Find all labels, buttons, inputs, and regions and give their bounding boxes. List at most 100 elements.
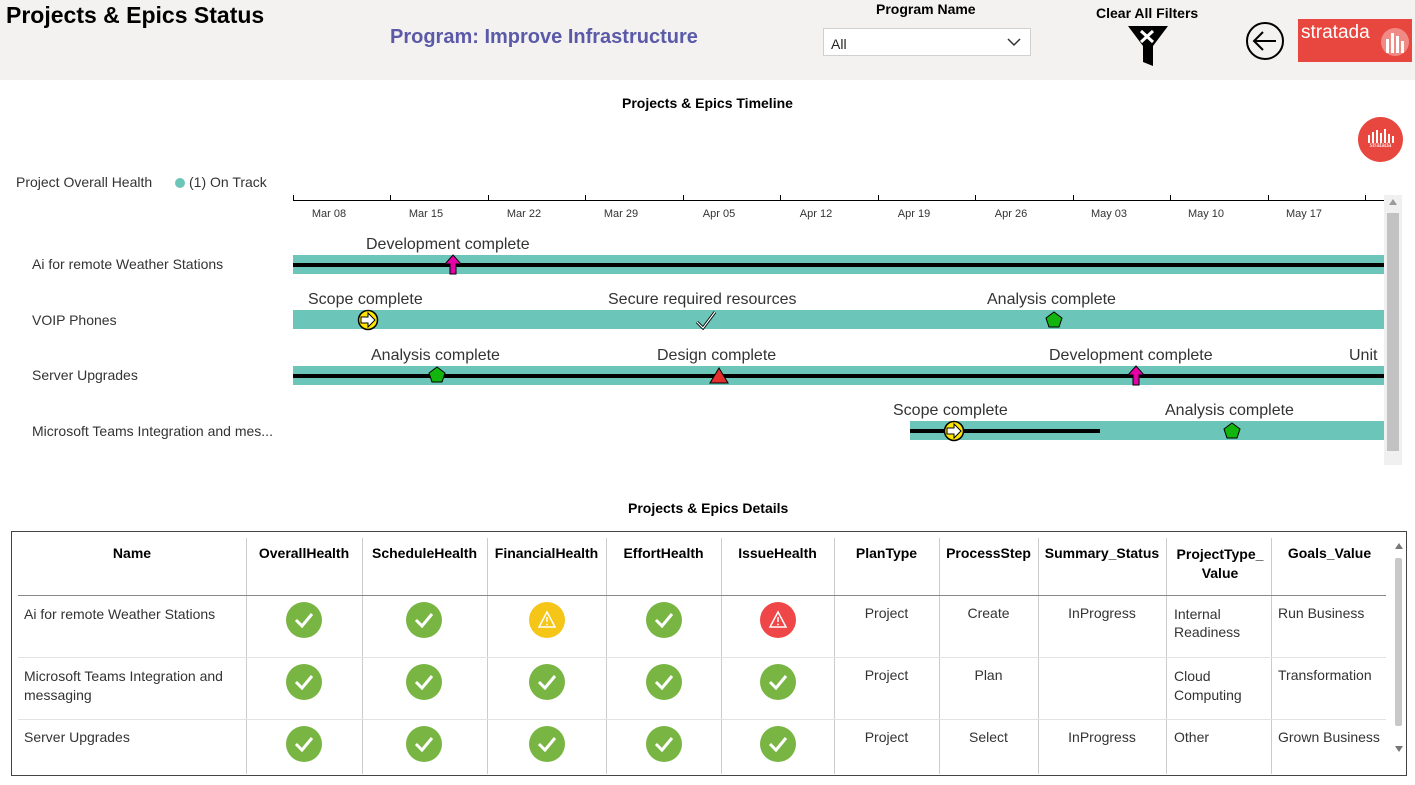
axis-tick	[1073, 195, 1074, 201]
program-name-dropdown[interactable]: All	[823, 28, 1031, 56]
green-check-icon	[529, 726, 565, 762]
magenta-arrow-up-icon[interactable]	[1127, 365, 1145, 386]
green-check-icon	[286, 726, 322, 762]
scroll-thumb[interactable]	[1395, 558, 1402, 726]
column-header-project-type[interactable]: ProjectType_ Value	[1176, 546, 1264, 581]
green-check-icon	[760, 664, 796, 700]
axis-tick	[585, 195, 586, 201]
legend-item-on-track[interactable]: (1) On Track	[189, 174, 267, 190]
scroll-down-icon[interactable]	[1395, 746, 1403, 752]
green-check-icon	[406, 664, 442, 700]
table-scrollbar[interactable]	[1391, 538, 1407, 770]
program-name-value: All	[831, 36, 847, 52]
axis-tick-label: Apr 26	[994, 208, 1028, 220]
cell-name[interactable]: Server Upgrades	[24, 729, 130, 745]
red-warning-icon	[760, 602, 796, 638]
timeline-bar[interactable]	[293, 310, 1384, 329]
cell-goals: Run Business	[1278, 605, 1365, 621]
cell-project-type: Other	[1174, 729, 1210, 745]
cell-summary-status: InProgress	[1068, 729, 1136, 745]
yellow-arrow-circle-icon[interactable]	[943, 420, 965, 442]
milestone-label: Analysis complete	[371, 347, 500, 364]
stratada-logo[interactable]: stratada	[1298, 19, 1412, 62]
column-header-effort-health[interactable]: EffortHealth	[623, 545, 704, 561]
green-pentagon-icon[interactable]	[1223, 422, 1241, 439]
column-divider	[721, 538, 722, 774]
axis-tick-label: Mar 29	[603, 208, 639, 220]
scroll-up-icon[interactable]	[1395, 543, 1403, 549]
cell-name[interactable]: Ai for remote Weather Stations	[24, 606, 216, 622]
progress-line	[293, 263, 1384, 267]
scroll-up-icon[interactable]	[1389, 199, 1397, 205]
scroll-thumb[interactable]	[1387, 213, 1399, 451]
column-header-financial-health[interactable]: FinancialHealth	[494, 545, 599, 561]
timeline-row-label[interactable]: Microsoft Teams Integration and mes...	[32, 423, 273, 439]
cell-process-step: Select	[969, 729, 1008, 745]
checkmark-icon[interactable]	[695, 309, 717, 331]
cell-name[interactable]: Microsoft Teams Integration and messagin…	[24, 668, 223, 703]
cell-goals: Transformation	[1278, 667, 1372, 683]
column-header-process-step[interactable]: ProcessStep	[946, 545, 1031, 561]
cell-process-step: Plan	[974, 667, 1003, 683]
green-check-icon	[406, 726, 442, 762]
axis-tick	[683, 195, 684, 201]
column-header-overall-health[interactable]: OverallHealth	[258, 545, 350, 561]
cell-plan-type: Project	[864, 667, 909, 683]
timeline-row-label[interactable]: Ai for remote Weather Stations	[32, 256, 224, 272]
legend-title: Project Overall Health	[16, 174, 153, 190]
milestone-label: Analysis complete	[987, 291, 1116, 308]
column-header-issue-health[interactable]: IssueHealth	[738, 545, 817, 561]
column-divider	[1038, 538, 1039, 774]
column-header-summary-status[interactable]: Summary_Status	[1044, 545, 1160, 561]
timeline-scrollbar[interactable]	[1384, 195, 1402, 465]
milestone-label: Analysis complete	[1165, 402, 1294, 419]
axis-tick-label: Mar 22	[506, 208, 542, 220]
milestone-label: Design complete	[657, 347, 777, 364]
axis-tick-label: May 10	[1187, 208, 1225, 220]
green-check-icon	[646, 602, 682, 638]
column-divider	[1166, 538, 1167, 774]
axis-tick-label: May 03	[1090, 208, 1128, 220]
axis-tick-label: Apr 19	[897, 208, 931, 220]
legend-marker	[175, 178, 185, 188]
column-header-plan-type[interactable]: PlanType	[855, 545, 918, 561]
magenta-arrow-up-icon[interactable]	[444, 254, 462, 275]
timeline-bar[interactable]	[910, 421, 1384, 440]
cell-project-type: Cloud Computing	[1174, 668, 1242, 703]
timeline-title: Projects & Epics Timeline	[622, 95, 793, 111]
logo-text: stratada	[1301, 22, 1370, 43]
axis-tick	[488, 195, 489, 201]
cell-process-step: Create	[967, 605, 1010, 621]
green-pentagon-icon[interactable]	[1045, 311, 1063, 328]
yellow-warning-icon	[529, 602, 565, 638]
green-check-icon	[646, 726, 682, 762]
city-skyline-icon	[1368, 129, 1394, 143]
clear-filter-icon[interactable]	[1126, 24, 1170, 70]
green-check-icon	[529, 664, 565, 700]
clear-filters-label: Clear All Filters	[1096, 5, 1199, 21]
green-pentagon-icon[interactable]	[428, 366, 446, 383]
progress-line	[293, 374, 1384, 378]
column-divider	[487, 538, 488, 774]
stratada-badge: stratada	[1358, 117, 1403, 162]
axis-line	[293, 200, 1384, 201]
green-check-icon	[646, 664, 682, 700]
axis-tick-label: Mar 15	[408, 208, 444, 220]
timeline-row-label[interactable]: VOIP Phones	[32, 312, 117, 328]
milestone-label: Development complete	[1049, 347, 1213, 364]
axis-tick	[878, 195, 879, 201]
column-header-schedule-health[interactable]: ScheduleHealth	[371, 545, 478, 561]
back-arrow-icon[interactable]	[1245, 21, 1285, 61]
milestone-label: Development complete	[366, 236, 530, 253]
timeline-row-label[interactable]: Server Upgrades	[32, 367, 138, 383]
column-divider	[1271, 538, 1272, 774]
column-header-goals[interactable]: Goals_Value	[1287, 545, 1372, 561]
yellow-arrow-circle-icon[interactable]	[357, 309, 379, 331]
badge-text: stratada	[1369, 143, 1392, 149]
milestone-label: Secure required resources	[608, 291, 797, 308]
column-header-name[interactable]: Name	[112, 545, 152, 561]
red-triangle-icon[interactable]	[709, 367, 729, 384]
timeline-axis: Mar 08 Mar 15 Mar 22 Mar 29 Apr 05 Apr 1…	[293, 195, 1384, 225]
cell-plan-type: Project	[864, 605, 909, 621]
axis-tick	[390, 195, 391, 201]
